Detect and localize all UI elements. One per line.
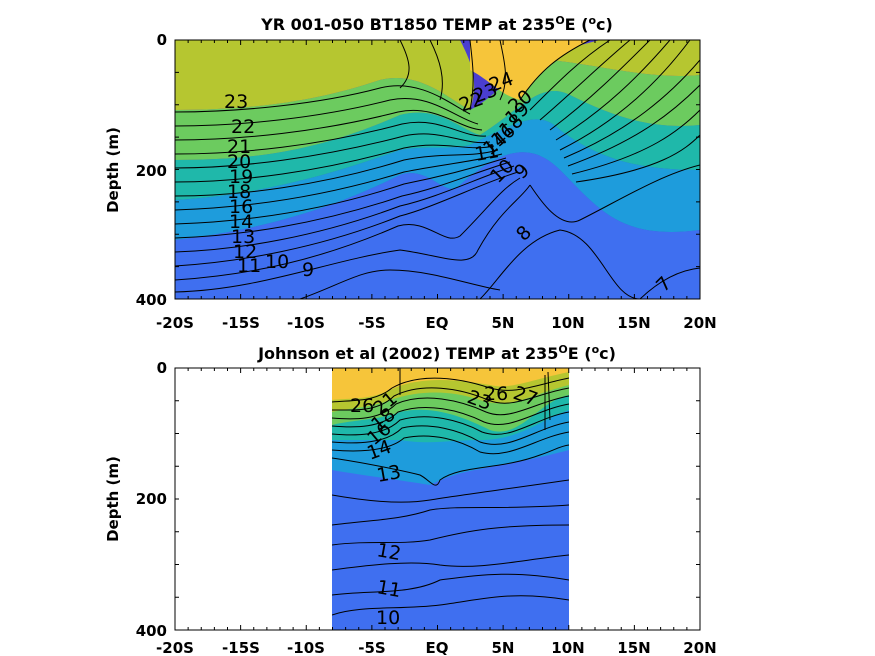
- top-fill-green: [175, 60, 700, 160]
- top-fill-yellowgreen: [175, 40, 475, 110]
- x-tick-label: -20S: [156, 314, 194, 332]
- contour-label: 13: [375, 461, 403, 487]
- contour-label: 11: [237, 255, 261, 277]
- x-tick-label: -20S: [156, 639, 194, 656]
- panel-bottom-contours: [332, 368, 569, 616]
- contour-label: 26: [350, 395, 374, 417]
- contour-label: 11: [375, 576, 403, 602]
- contour-label: 21: [227, 136, 251, 158]
- panel-bottom-ticks: [174, 367, 701, 631]
- x-tick-label: EQ: [426, 639, 449, 656]
- contour-label: 10: [376, 607, 400, 629]
- x-tick-label: 20N: [683, 314, 716, 332]
- x-tick-label: 15N: [617, 314, 650, 332]
- y-tick-label: 200: [136, 490, 167, 508]
- y-tick-label: 400: [136, 622, 167, 640]
- x-tick-label: -5S: [358, 639, 385, 656]
- contour-label: 13: [231, 226, 255, 248]
- x-tick-label: 15N: [617, 639, 650, 656]
- contour-label: 10: [265, 251, 289, 273]
- top-fill-blue: [175, 152, 700, 299]
- contour-label: 26: [484, 383, 508, 405]
- x-tick-label: 5N: [492, 314, 515, 332]
- x-tick-label: 20N: [683, 639, 716, 656]
- x-tick-label: -15S: [222, 639, 260, 656]
- panel-bottom-title: Johnson et al (2002) TEMP at 235OE (oc): [257, 343, 616, 363]
- x-tick-label: -15S: [222, 314, 260, 332]
- contour-label: 12: [375, 539, 403, 565]
- y-tick-label: 0: [157, 31, 167, 49]
- panel-bottom: Johnson et al (2002) TEMP at 235OE (oc): [104, 343, 717, 656]
- contour-label: 14: [229, 211, 253, 233]
- contour-label: 12: [233, 241, 257, 263]
- y-tick-label: 400: [136, 291, 167, 309]
- contour-label: 11: [473, 140, 501, 166]
- panel-top-title: YR 001-050 BT1850 TEMP at 235OE (oc): [260, 14, 613, 34]
- x-tick-label: -10S: [287, 639, 325, 656]
- contour-label: 16: [229, 196, 253, 218]
- panel-top-ticks: [174, 39, 701, 300]
- x-tick-label: 10N: [551, 314, 584, 332]
- y-axis-label: Depth (m): [104, 456, 122, 542]
- x-tick-label: 5N: [492, 639, 515, 656]
- contour-label: 23: [224, 91, 248, 113]
- x-tick-label: 10N: [551, 639, 584, 656]
- y-tick-label: 200: [136, 162, 167, 180]
- contour-label: 18: [227, 181, 251, 203]
- x-tick-label: -5S: [358, 314, 385, 332]
- y-tick-label: 0: [157, 359, 167, 377]
- x-tick-label: -10S: [287, 314, 325, 332]
- panel-top: YR 001-050 BT1850 TEMP at 235OE (oc): [104, 14, 717, 332]
- y-axis-label: Depth (m): [104, 127, 122, 213]
- x-tick-label: EQ: [426, 314, 449, 332]
- contour-label: 20: [227, 151, 251, 173]
- panel-top-contours: [175, 40, 700, 299]
- contour-label: 22: [231, 116, 255, 138]
- contour-label: 9: [302, 259, 314, 281]
- contour-label: 19: [229, 166, 253, 188]
- bot-fill-warm: [332, 368, 569, 400]
- top-fill-warm: [470, 40, 590, 100]
